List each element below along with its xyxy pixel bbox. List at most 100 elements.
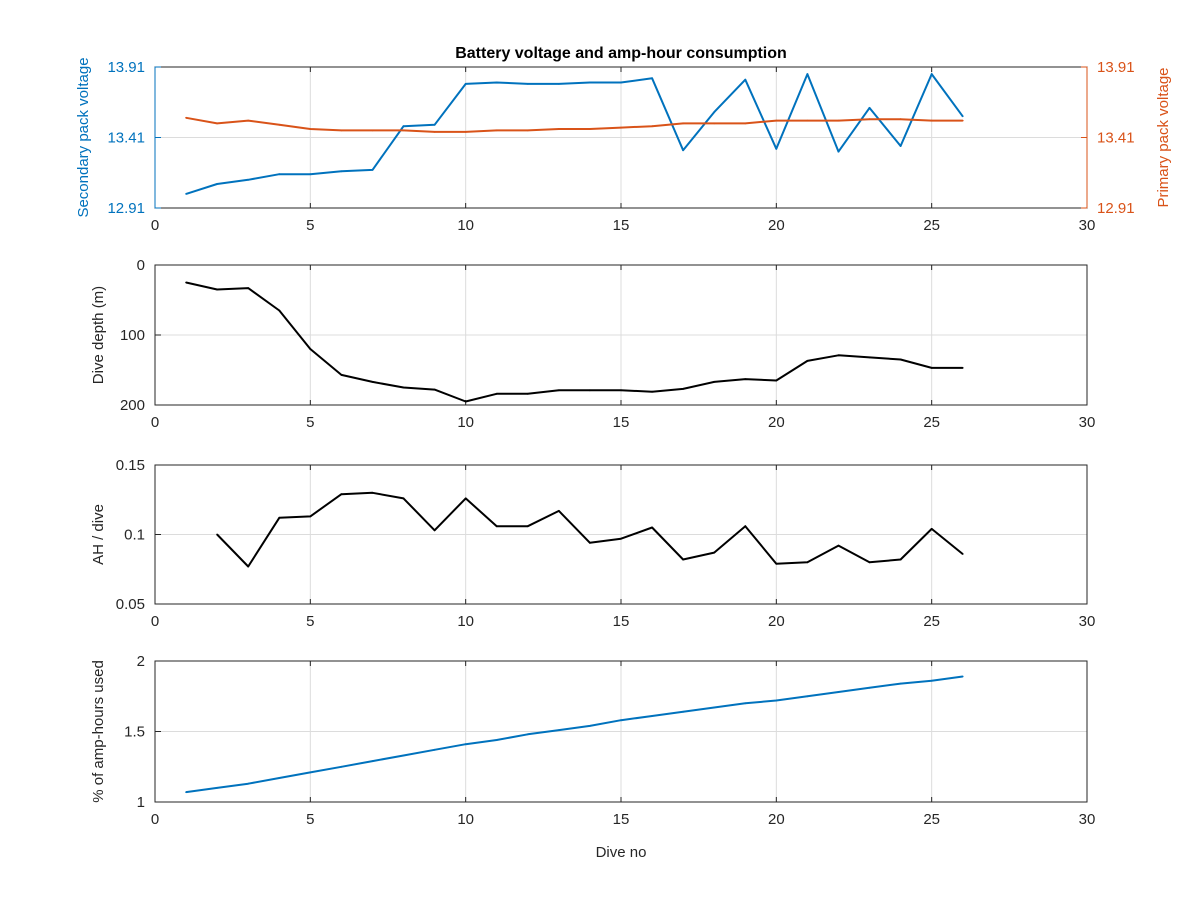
- primary-voltage-point: [713, 122, 716, 125]
- primary-voltage-point: [775, 119, 778, 122]
- secondary-voltage-point: [526, 83, 529, 85]
- ah-per-dive-point: [837, 544, 840, 547]
- percent-ah-used-point: [713, 706, 716, 709]
- dive-depth-point: [526, 392, 529, 395]
- percent-ah-used-point: [589, 725, 591, 727]
- figure-title: Battery voltage and amp-hour consumption: [455, 45, 787, 62]
- percent-ah-used-point: [464, 743, 467, 746]
- dive-depth-point: [464, 400, 467, 403]
- dive-depth-point: [713, 381, 716, 383]
- ah-per-dive-point: [930, 528, 933, 530]
- dive-depth-point: [682, 388, 684, 390]
- ah-per-dive-point: [651, 526, 653, 529]
- secondary-voltage-point: [495, 81, 498, 84]
- secondary-voltage-point: [868, 107, 871, 109]
- ah-per-dive-point: [744, 525, 747, 528]
- x-tick-label: 10: [457, 613, 474, 630]
- x-tick-label: 15: [613, 811, 630, 828]
- secondary-voltage-point: [464, 83, 467, 85]
- ah-per-dive-point: [464, 497, 467, 500]
- x-tick-label: 25: [923, 613, 940, 630]
- primary-voltage-point: [278, 123, 281, 126]
- x-tick-label: 20: [768, 217, 785, 234]
- x-tick-label: 5: [306, 414, 314, 431]
- secondary-voltage-point: [930, 73, 933, 75]
- x-tick-label: 20: [768, 613, 785, 630]
- dive-depth-point: [744, 378, 747, 380]
- secondary-voltage-point: [309, 173, 312, 176]
- ah-per-dive-point: [433, 529, 436, 532]
- dive-depth-point: [278, 309, 281, 312]
- x-tick-label: 25: [923, 217, 940, 234]
- percent-ah-used-point: [216, 787, 219, 789]
- ah-per-dive-line: [216, 491, 964, 568]
- ah-per-dive-point: [868, 561, 871, 564]
- x-tick-label: 30: [1079, 811, 1096, 828]
- y-tick-label: 13.41: [107, 130, 145, 147]
- percent-ah-used-point: [371, 760, 374, 762]
- percent-ah-used-point: [526, 733, 529, 736]
- y-tick-label: 0.15: [116, 457, 145, 474]
- secondary-voltage-point: [806, 73, 809, 75]
- dive-depth-point: [402, 386, 405, 389]
- percent-ah-used-point: [558, 729, 560, 731]
- ah-per-dive-point: [589, 541, 591, 544]
- ah-per-dive-point: [278, 516, 281, 519]
- percent-ah-used-point: [402, 754, 405, 757]
- ah-per-dive-point: [558, 510, 560, 512]
- y-tick-label: 2: [137, 653, 145, 670]
- dive-depth-point: [589, 389, 591, 392]
- primary-voltage-point: [216, 122, 219, 125]
- primary-voltage-point: [620, 126, 622, 129]
- x-tick-label: 15: [613, 414, 630, 431]
- secondary-voltage-point: [278, 173, 281, 176]
- secondary-voltage-point: [775, 147, 778, 150]
- ah-per-dive-point: [309, 515, 312, 518]
- secondary-voltage-point: [216, 183, 219, 185]
- primary-voltage-point: [558, 128, 560, 130]
- dive-depth-point: [868, 356, 871, 359]
- primary-voltage-point: [744, 122, 747, 125]
- x-tick-label: 20: [768, 811, 785, 828]
- ah-per-dive-point: [495, 525, 498, 528]
- dive-depth-point: [216, 288, 219, 291]
- x-tick-label: 25: [923, 811, 940, 828]
- secondary-voltage-point: [340, 170, 343, 173]
- x-tick-label: 30: [1079, 613, 1096, 630]
- y-tick-label: 12.91: [107, 200, 145, 217]
- primary-voltage-point: [589, 128, 591, 130]
- secondary-voltage-point: [620, 81, 622, 84]
- dive-depth-point: [340, 374, 343, 376]
- primary-voltage-point: [651, 125, 653, 128]
- y-axis-label: Secondary pack voltage: [75, 57, 92, 217]
- dive-depth-point: [495, 392, 498, 395]
- ah-per-dive-point: [620, 537, 622, 540]
- ah-per-dive-point: [961, 553, 964, 555]
- dive-depth-point: [961, 367, 964, 369]
- x-tick-label: 10: [457, 811, 474, 828]
- ah-per-dive-point: [216, 533, 219, 536]
- primary-voltage-point: [309, 128, 312, 130]
- ah-per-dive-point: [247, 565, 250, 568]
- primary-voltage-point: [433, 131, 436, 133]
- percent-ah-used-point: [961, 675, 964, 678]
- x-tick-label: 5: [306, 613, 314, 630]
- percent-ah-used-point: [806, 695, 809, 698]
- percent-ah-used-point: [775, 699, 778, 702]
- secondary-voltage-point: [589, 81, 591, 84]
- y-tick-label: 0.05: [116, 596, 145, 613]
- percent-ah-used-point: [651, 715, 653, 717]
- secondary-voltage-point: [682, 149, 684, 152]
- primary-voltage-point: [185, 116, 188, 119]
- secondary-voltage-point: [744, 78, 747, 81]
- percent-ah-used-point: [682, 710, 684, 713]
- percent-ah-used-line: [185, 675, 963, 794]
- percent-ah-used-point: [837, 691, 840, 693]
- x-tick-label: 30: [1079, 414, 1096, 431]
- secondary-voltage-point: [185, 193, 188, 195]
- primary-voltage-point: [464, 131, 467, 133]
- dive-depth-point: [930, 367, 933, 369]
- primary-voltage-point: [495, 129, 498, 132]
